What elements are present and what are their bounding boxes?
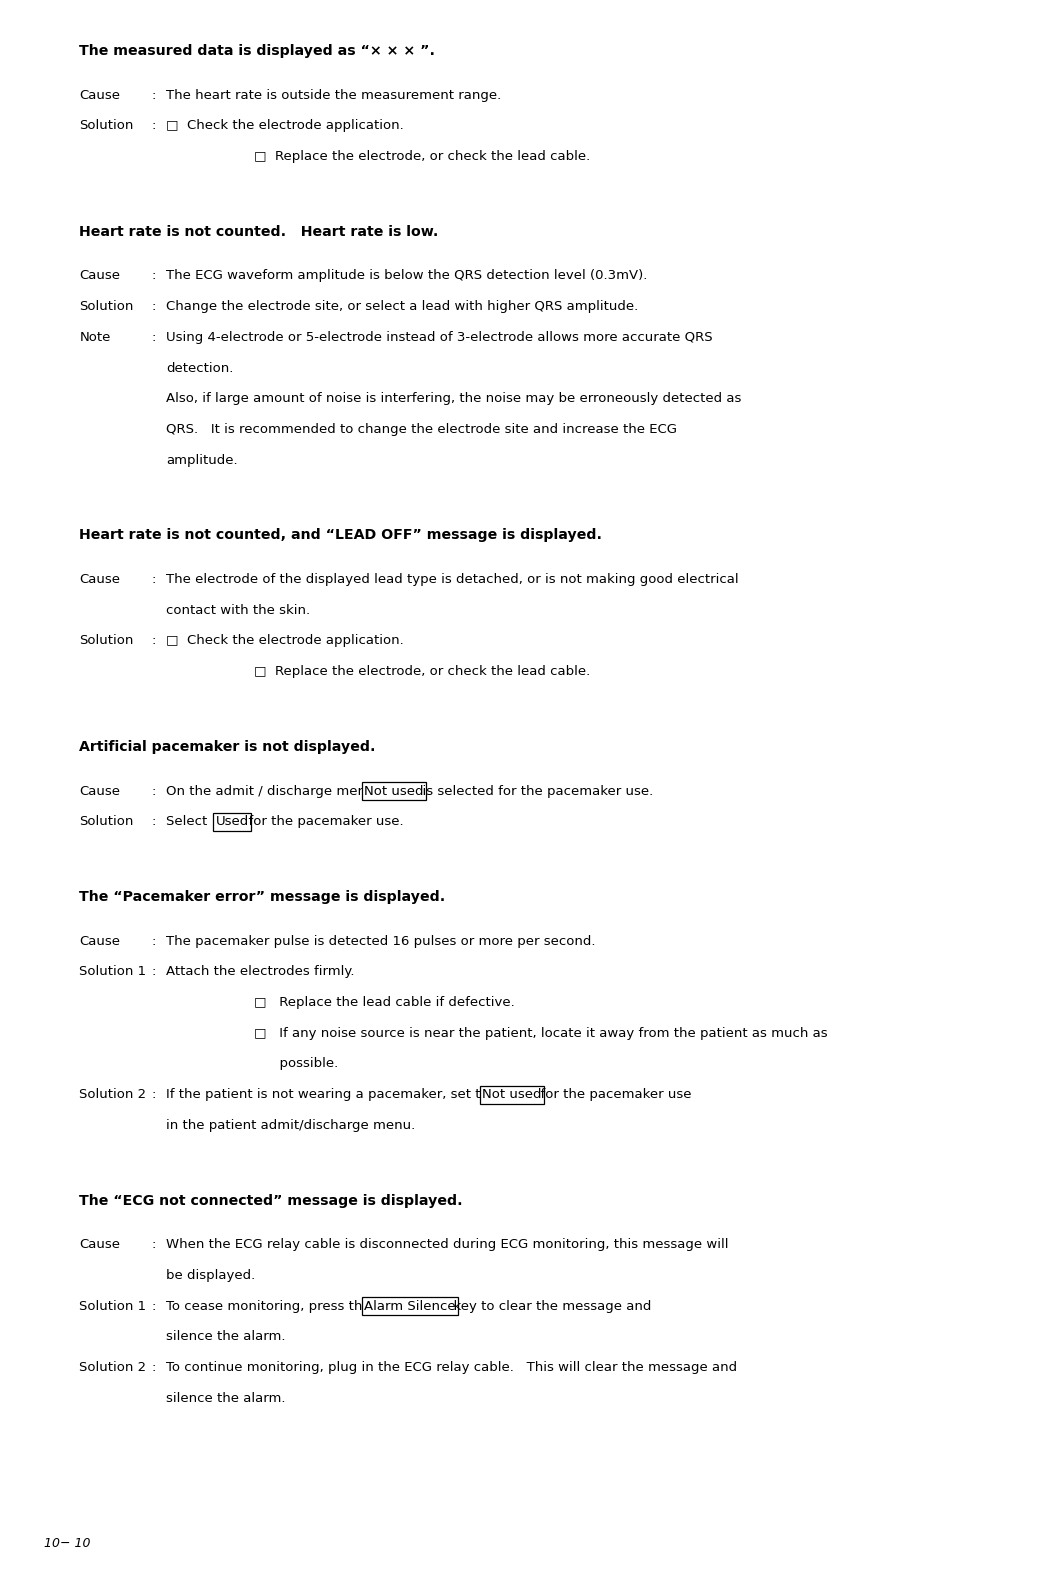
Text: Cause: Cause	[79, 269, 120, 282]
Text: □   Replace the lead cable if defective.: □ Replace the lead cable if defective.	[254, 995, 515, 1010]
Text: On the admit / discharge menu,: On the admit / discharge menu,	[166, 784, 387, 797]
Text: :: :	[151, 120, 155, 132]
Text: Not used: Not used	[482, 1088, 541, 1101]
Text: 10− 10: 10− 10	[44, 1537, 91, 1550]
Text: □  Check the electrode application.: □ Check the electrode application.	[166, 635, 404, 647]
Text: :: :	[151, 573, 155, 586]
Text: The “Pacemaker error” message is displayed.: The “Pacemaker error” message is display…	[79, 890, 445, 904]
Text: Artificial pacemaker is not displayed.: Artificial pacemaker is not displayed.	[79, 740, 376, 754]
Text: :: :	[151, 88, 155, 102]
Text: :: :	[151, 784, 155, 797]
Text: The electrode of the displayed lead type is detached, or is not making good elec: The electrode of the displayed lead type…	[166, 573, 739, 586]
Text: Cause: Cause	[79, 1238, 120, 1251]
Text: :: :	[151, 934, 155, 948]
Text: is selected for the pacemaker use.: is selected for the pacemaker use.	[414, 784, 653, 797]
Text: Using 4-electrode or 5-electrode instead of 3-electrode allows more accurate QRS: Using 4-electrode or 5-electrode instead…	[166, 331, 712, 343]
Text: Solution 2: Solution 2	[79, 1361, 147, 1373]
Text: Solution: Solution	[79, 120, 133, 132]
Text: Solution: Solution	[79, 635, 133, 647]
Text: Cause: Cause	[79, 784, 120, 797]
Text: Alarm Silence: Alarm Silence	[365, 1299, 456, 1312]
Text: :: :	[151, 269, 155, 282]
Text: silence the alarm.: silence the alarm.	[166, 1392, 285, 1405]
Text: If the patient is not wearing a pacemaker, set to: If the patient is not wearing a pacemake…	[166, 1088, 497, 1101]
Text: Heart rate is not counted, and “LEAD OFF” message is displayed.: Heart rate is not counted, and “LEAD OFF…	[79, 529, 602, 542]
Text: The pacemaker pulse is detected 16 pulses or more per second.: The pacemaker pulse is detected 16 pulse…	[166, 934, 595, 948]
Text: Solution: Solution	[79, 301, 133, 313]
Text: :: :	[151, 1088, 155, 1101]
Text: Cause: Cause	[79, 934, 120, 948]
Text: Also, if large amount of noise is interfering, the noise may be erroneously dete: Also, if large amount of noise is interf…	[166, 392, 741, 405]
Text: for the pacemaker use.: for the pacemaker use.	[240, 816, 404, 828]
Text: Change the electrode site, or select a lead with higher QRS amplitude.: Change the electrode site, or select a l…	[166, 301, 638, 313]
Text: for the pacemaker use: for the pacemaker use	[532, 1088, 691, 1101]
Text: Solution 1: Solution 1	[79, 1299, 147, 1312]
Text: Solution: Solution	[79, 816, 133, 828]
Text: :: :	[151, 635, 155, 647]
Text: QRS.   It is recommended to change the electrode site and increase the ECG: QRS. It is recommended to change the ele…	[166, 424, 676, 436]
Text: Attach the electrodes firmly.: Attach the electrodes firmly.	[166, 965, 354, 978]
Text: :: :	[151, 331, 155, 343]
Text: contact with the skin.: contact with the skin.	[166, 603, 310, 617]
Text: detection.: detection.	[166, 362, 234, 375]
Text: Cause: Cause	[79, 573, 120, 586]
Text: Note: Note	[79, 331, 111, 343]
Text: When the ECG relay cable is disconnected during ECG monitoring, this message wil: When the ECG relay cable is disconnected…	[166, 1238, 728, 1251]
Text: be displayed.: be displayed.	[166, 1269, 255, 1282]
Text: silence the alarm.: silence the alarm.	[166, 1331, 285, 1343]
Text: Used: Used	[216, 816, 248, 828]
Text: The heart rate is outside the measurement range.: The heart rate is outside the measuremen…	[166, 88, 501, 102]
Text: The “ECG not connected” message is displayed.: The “ECG not connected” message is displ…	[79, 1194, 463, 1208]
Text: Solution 2: Solution 2	[79, 1088, 147, 1101]
Text: □  Check the electrode application.: □ Check the electrode application.	[166, 120, 404, 132]
Text: Heart rate is not counted.   Heart rate is low.: Heart rate is not counted. Heart rate is…	[79, 225, 439, 239]
Text: in the patient admit/discharge menu.: in the patient admit/discharge menu.	[166, 1118, 415, 1132]
Text: The measured data is displayed as “× × × ”.: The measured data is displayed as “× × ×…	[79, 44, 435, 58]
Text: To cease monitoring, press the: To cease monitoring, press the	[166, 1299, 379, 1312]
Text: :: :	[151, 1299, 155, 1312]
Text: Not used: Not used	[365, 784, 424, 797]
Text: :: :	[151, 1238, 155, 1251]
Text: Cause: Cause	[79, 88, 120, 102]
Text: □  Replace the electrode, or check the lead cable.: □ Replace the electrode, or check the le…	[254, 665, 590, 679]
Text: :: :	[151, 301, 155, 313]
Text: :: :	[151, 1361, 155, 1373]
Text: possible.: possible.	[254, 1057, 338, 1071]
Text: Solution 1: Solution 1	[79, 965, 147, 978]
Text: □  Replace the electrode, or check the lead cable.: □ Replace the electrode, or check the le…	[254, 150, 590, 164]
Text: The ECG waveform amplitude is below the QRS detection level (0.3mV).: The ECG waveform amplitude is below the …	[166, 269, 647, 282]
Text: □   If any noise source is near the patient, locate it away from the patient as : □ If any noise source is near the patien…	[254, 1027, 828, 1040]
Text: :: :	[151, 965, 155, 978]
Text: Select: Select	[166, 816, 216, 828]
Text: :: :	[151, 816, 155, 828]
Text: To continue monitoring, plug in the ECG relay cable.   This will clear the messa: To continue monitoring, plug in the ECG …	[166, 1361, 737, 1373]
Text: amplitude.: amplitude.	[166, 454, 238, 466]
Text: key to clear the message and: key to clear the message and	[445, 1299, 651, 1312]
